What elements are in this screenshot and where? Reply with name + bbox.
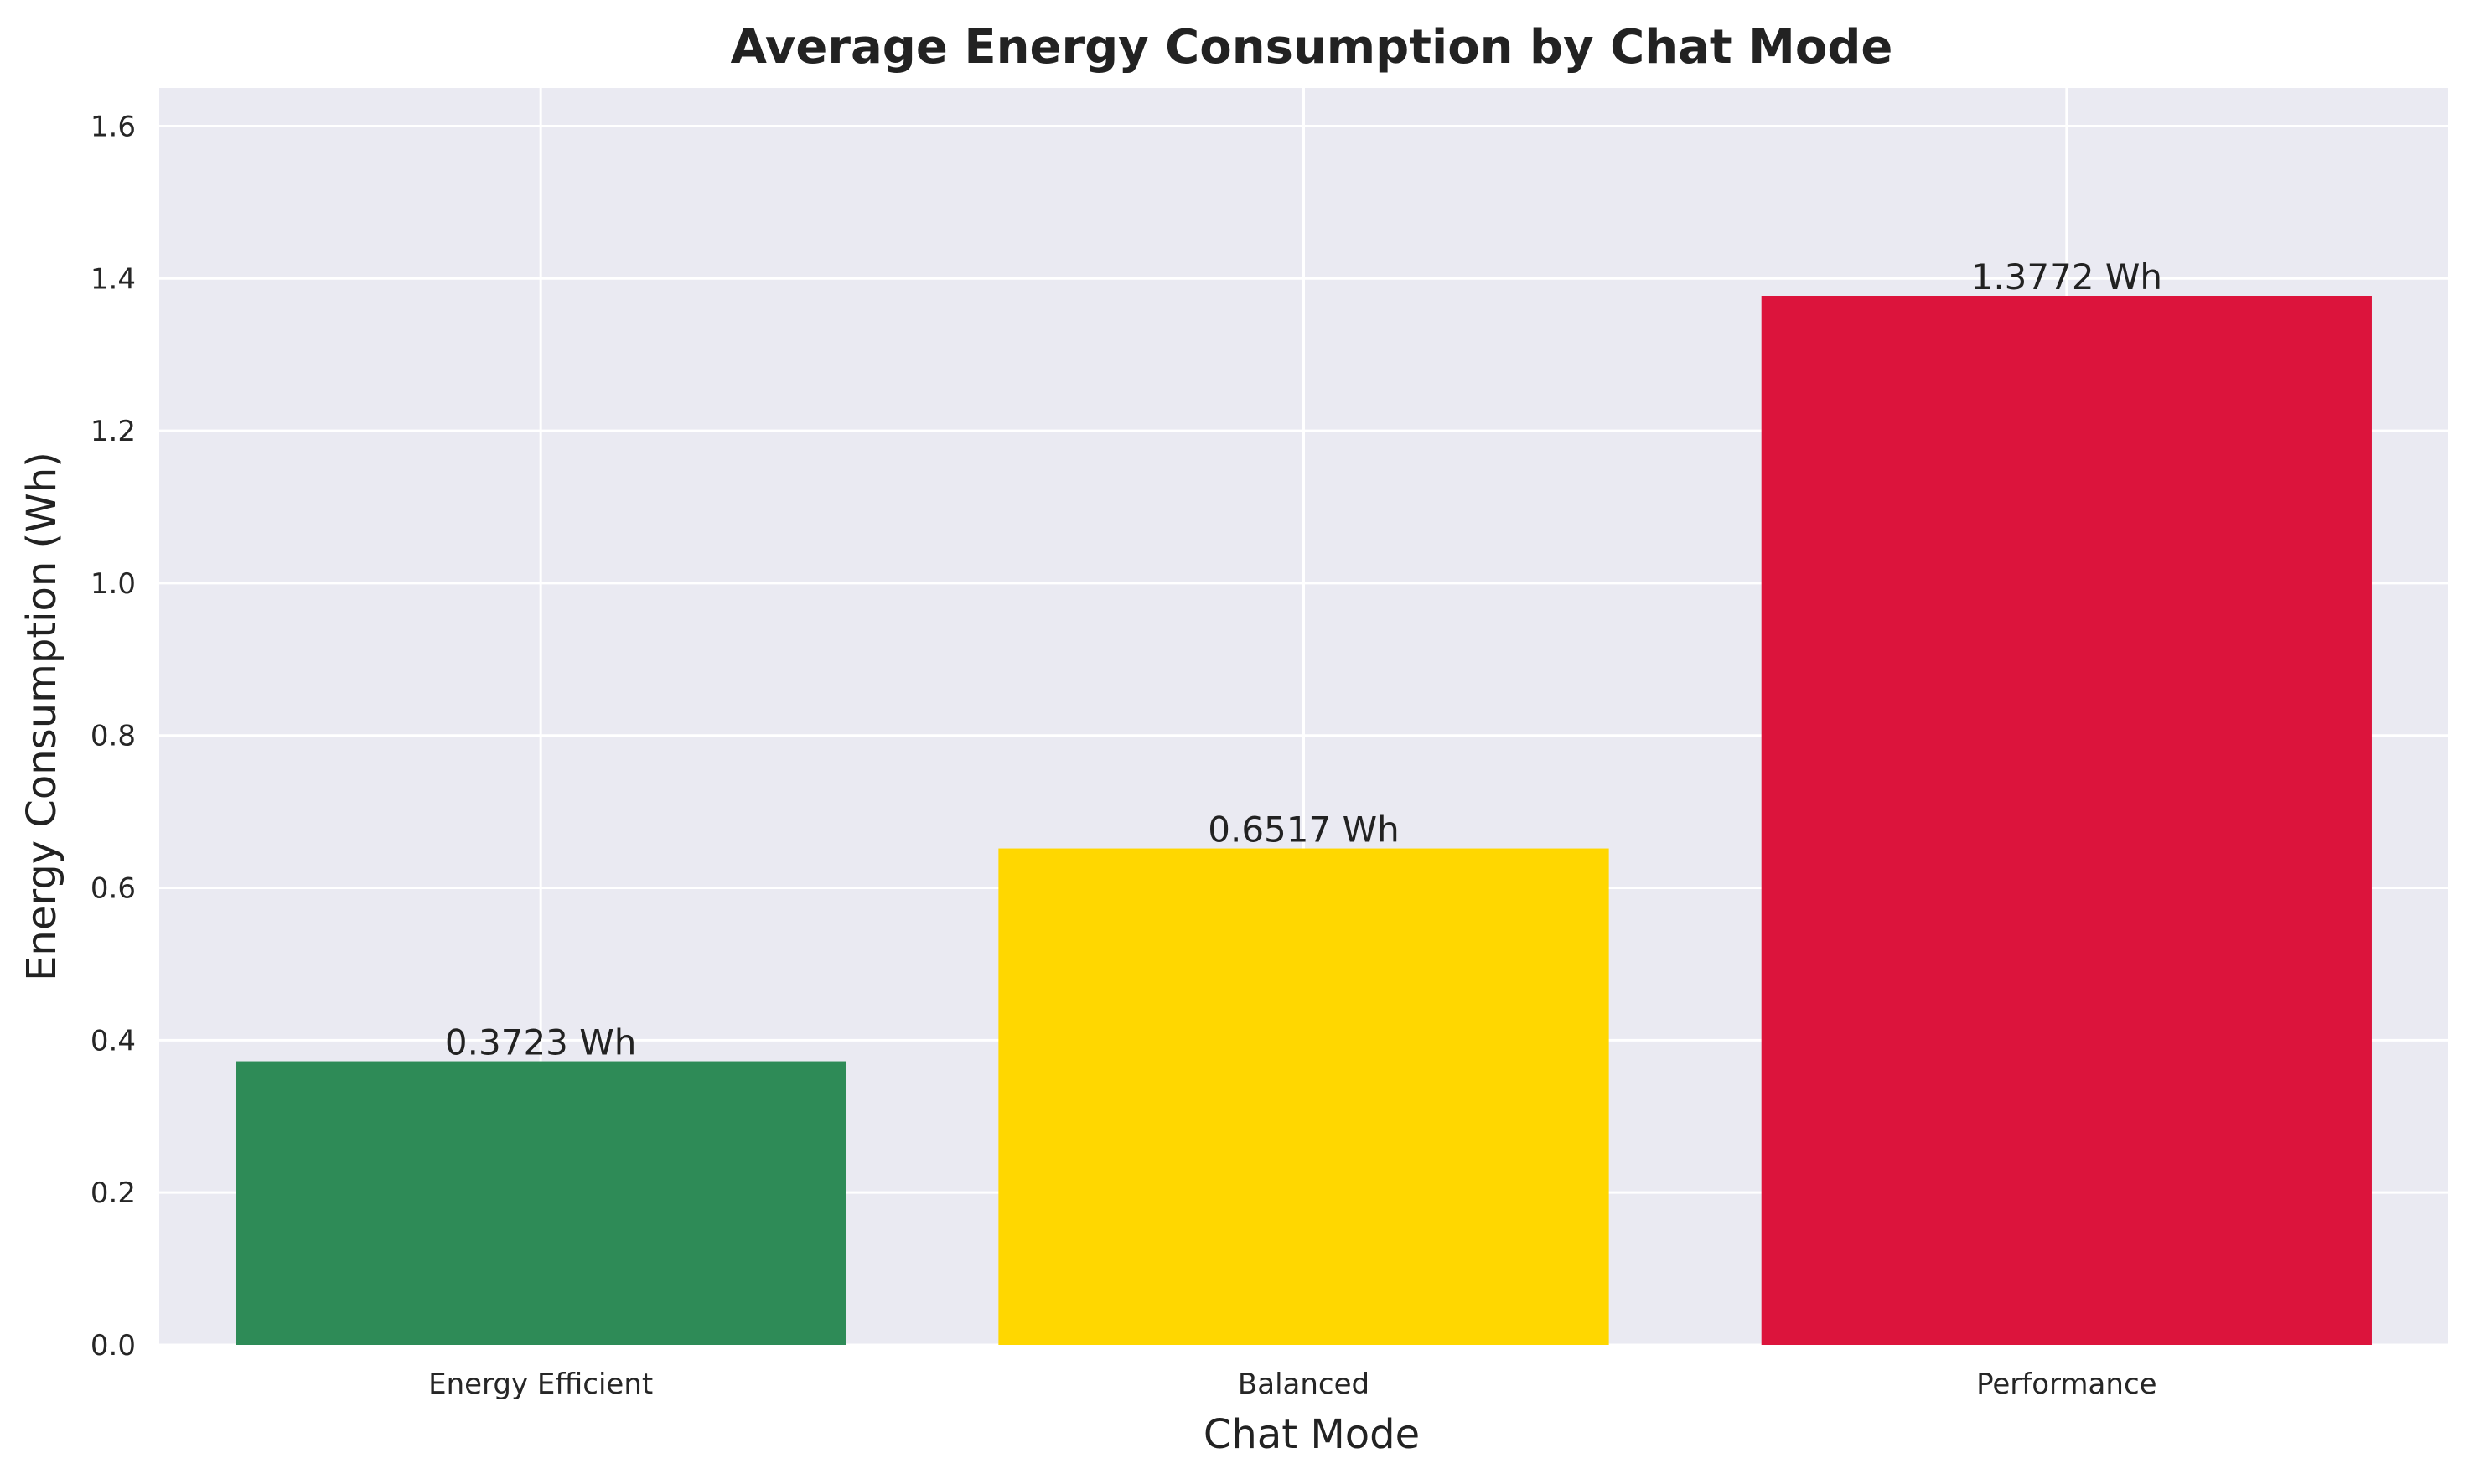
- bar: [236, 1061, 846, 1345]
- chart-title: Average Energy Consumption by Chat Mode: [731, 20, 1893, 75]
- bar-value-label: 0.6517 Wh: [1208, 809, 1399, 851]
- x-axis-ticks: Energy Efficient Balanced Performance: [428, 1368, 2156, 1401]
- x-tick-label: Energy Efficient: [428, 1368, 653, 1401]
- value-labels: 0.3723 Wh 0.6517 Wh 1.3772 Wh: [445, 256, 2162, 1063]
- bars: [236, 296, 2372, 1345]
- y-tick-label: 1.4: [91, 262, 136, 296]
- x-tick-label: Performance: [1976, 1368, 2156, 1401]
- y-tick-label: 0.6: [91, 872, 136, 906]
- y-axis-ticks: 0.0 0.2 0.4 0.6 0.8 1.0 1.2 1.4 1.6: [91, 110, 136, 1362]
- bar: [1761, 296, 2372, 1345]
- bar: [998, 848, 1609, 1345]
- x-tick-label: Balanced: [1238, 1368, 1369, 1401]
- y-tick-label: 1.2: [91, 415, 136, 448]
- y-axis-label: Energy Consumption (Wh): [18, 452, 65, 981]
- y-tick-label: 1.6: [91, 110, 136, 143]
- y-tick-label: 0.4: [91, 1024, 136, 1057]
- bar-value-label: 1.3772 Wh: [1971, 256, 2162, 297]
- y-tick-label: 0.2: [91, 1176, 136, 1210]
- x-axis-label: Chat Mode: [1204, 1411, 1420, 1458]
- y-tick-label: 0.8: [91, 720, 136, 753]
- y-tick-label: 1.0: [91, 567, 136, 601]
- bar-value-label: 0.3723 Wh: [445, 1022, 636, 1063]
- y-tick-label: 0.0: [91, 1329, 136, 1362]
